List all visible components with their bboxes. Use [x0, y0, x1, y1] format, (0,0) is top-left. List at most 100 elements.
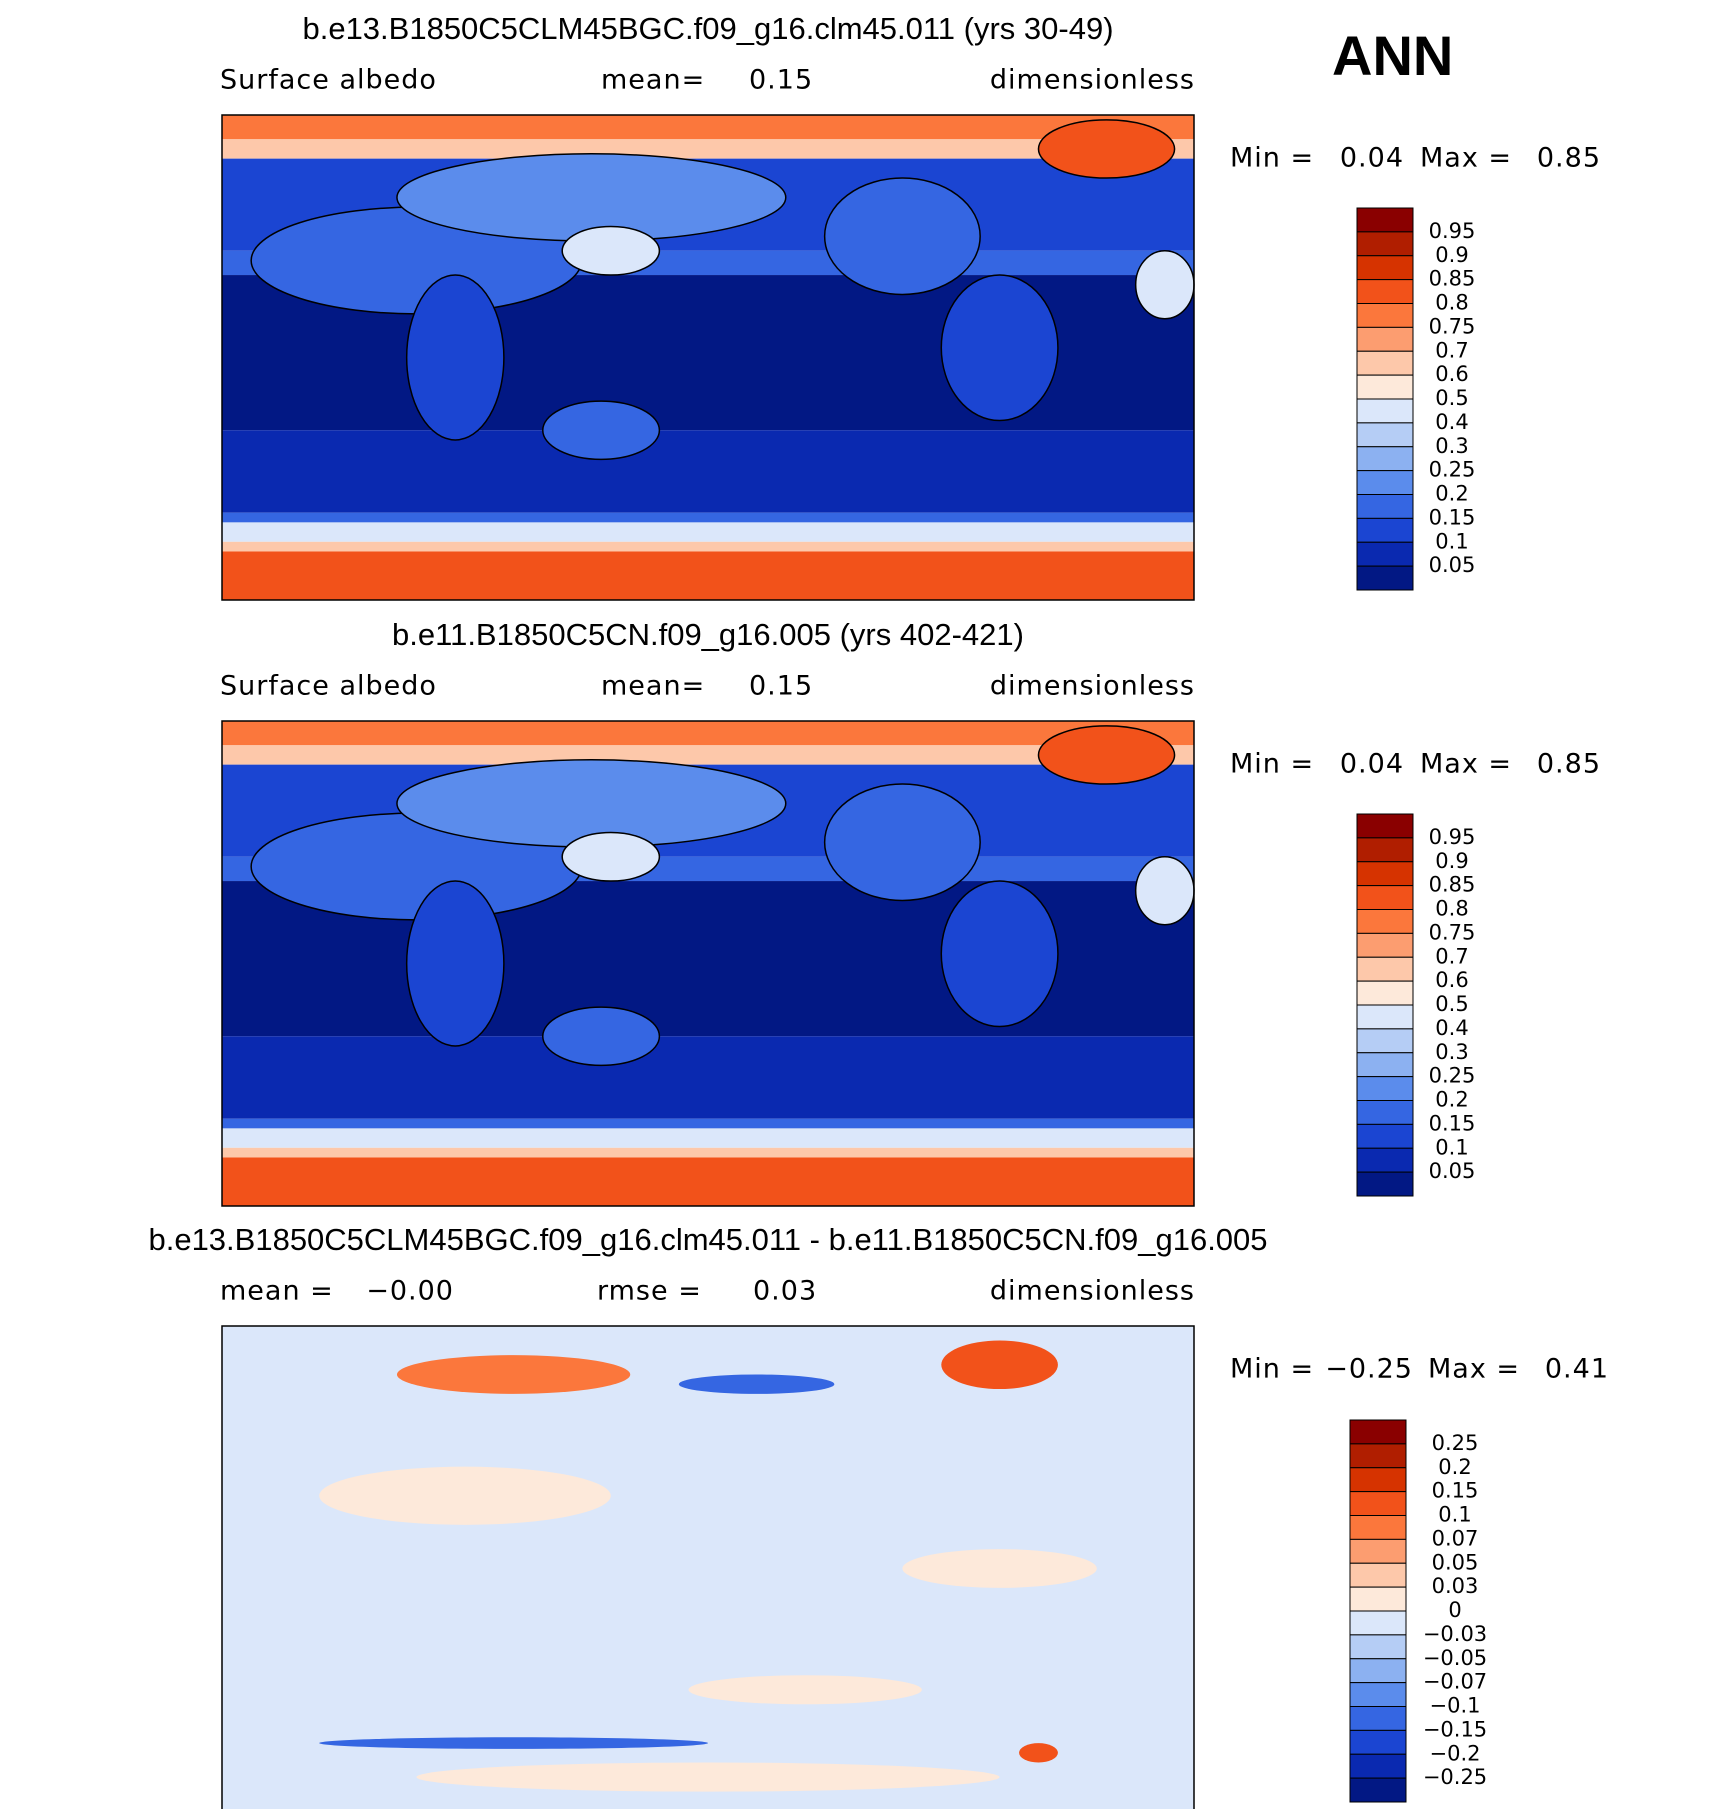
- map-band: [222, 551, 1194, 600]
- land: [405, 880, 505, 1047]
- colorbar-box: [1349, 1562, 1407, 1588]
- colorbar-label: −0.05: [1423, 1646, 1487, 1670]
- colorbar-box: [1349, 1658, 1407, 1684]
- colorbar-label: 0.1: [1435, 1135, 1468, 1159]
- map-frame: [221, 114, 1195, 601]
- colorbar-box: [1356, 398, 1414, 424]
- colorbar-box: [1356, 885, 1414, 910]
- land: [542, 400, 661, 461]
- colorbar-box: [1349, 1491, 1407, 1516]
- colorbar-label: −0.1: [1430, 1694, 1481, 1718]
- max-label: Max =: [1428, 1354, 1520, 1385]
- colorbar-box: [1356, 517, 1414, 543]
- colorbar-box: [1356, 1004, 1414, 1030]
- panel-subtitle: mean =: [220, 1276, 334, 1307]
- colorbar-label: 0.3: [1435, 1040, 1468, 1064]
- colorbar-label: 0.2: [1435, 482, 1468, 506]
- max-label: Max =: [1420, 749, 1512, 780]
- colorbar-label: 0.8: [1435, 291, 1468, 315]
- panel-subtitle: dimensionless: [990, 671, 1195, 702]
- colorbar-box: [1356, 279, 1414, 304]
- map-anomaly: [941, 1340, 1058, 1390]
- land: [823, 177, 981, 296]
- max-value: 0.41: [1545, 1354, 1609, 1385]
- land: [1134, 250, 1195, 320]
- panel-subtitle: dimensionless: [990, 1276, 1195, 1307]
- colorbar-box: [1356, 1171, 1414, 1197]
- map: [221, 114, 1195, 601]
- colorbar-box: [1349, 1515, 1407, 1540]
- panel-title: b.e11.B1850C5CN.f09_g16.005 (yrs 402-421…: [392, 617, 1024, 652]
- land: [405, 274, 505, 441]
- colorbar-label: 0.2: [1435, 1088, 1468, 1112]
- colorbar-box: [1356, 1052, 1414, 1078]
- colorbar-label: 0.2: [1438, 1455, 1471, 1479]
- colorbar-box: [1356, 470, 1414, 495]
- colorbar-label: 0.05: [1429, 1159, 1476, 1183]
- colorbar-label: 0.25: [1429, 1064, 1476, 1088]
- colorbar-box: [1356, 980, 1414, 1006]
- colorbar-label: 0.3: [1435, 434, 1468, 458]
- colorbar-label: −0.15: [1423, 1717, 1487, 1741]
- colorbar-label: 0.1: [1435, 529, 1468, 553]
- map: [221, 1325, 1195, 1812]
- panel-subtitle: 0.03: [753, 1276, 817, 1307]
- colorbar-box: [1349, 1586, 1407, 1612]
- colorbar-label: 0.25: [1432, 1431, 1479, 1455]
- map-anomaly: [678, 1374, 835, 1394]
- map-band: [222, 1157, 1194, 1206]
- colorbar-box: [1356, 255, 1414, 281]
- map-anomaly: [416, 1762, 1000, 1792]
- colorbar-box: [1356, 813, 1414, 839]
- land: [940, 274, 1059, 422]
- colorbar-label: −0.2: [1430, 1741, 1481, 1765]
- colorbar-label: 0.15: [1429, 505, 1476, 529]
- map-band: [222, 1036, 1194, 1119]
- colorbar-label: 0.9: [1435, 849, 1468, 873]
- land: [542, 1006, 661, 1067]
- map-band: [222, 1118, 1194, 1129]
- max-value: 0.85: [1537, 143, 1601, 174]
- colorbar-label: 0.7: [1435, 944, 1468, 968]
- colorbar-box: [1349, 1538, 1407, 1564]
- colorbar-box: [1349, 1610, 1407, 1636]
- colorbar-box: [1349, 1634, 1407, 1660]
- map-band: [222, 1147, 1194, 1158]
- colorbar-box: [1356, 374, 1414, 400]
- panel-subtitle: 0.15: [749, 671, 813, 702]
- colorbar-box: [1349, 1706, 1407, 1731]
- map-band: [222, 115, 1194, 140]
- panel-subtitle: Surface albedo: [220, 671, 437, 702]
- colorbar-box: [1356, 422, 1414, 448]
- panel-subtitle: −0.00: [366, 1276, 454, 1307]
- colorbar-label: −0.07: [1423, 1670, 1487, 1694]
- panel-title: b.e13.B1850C5CLM45BGC.f09_g16.clm45.011 …: [148, 1222, 1267, 1257]
- colorbar-box: [1356, 207, 1414, 233]
- min-label: Min =: [1230, 143, 1314, 174]
- land: [1037, 119, 1176, 179]
- colorbar-label: 0.6: [1435, 362, 1468, 386]
- colorbar-label: −0.03: [1423, 1622, 1487, 1646]
- colorbar-box: [1356, 1147, 1414, 1173]
- map-frame: [221, 720, 1195, 1207]
- panel-subtitle: dimensionless: [990, 65, 1195, 96]
- map-band: [222, 512, 1194, 523]
- map-band: [222, 721, 1194, 746]
- colorbar-box: [1349, 1419, 1407, 1445]
- colorbar-box: [1356, 494, 1414, 519]
- land: [561, 831, 661, 882]
- max-label: Max =: [1420, 143, 1512, 174]
- colorbar-label: 0.03: [1432, 1574, 1479, 1598]
- map-anomaly: [902, 1549, 1097, 1588]
- colorbar-label: 0.9: [1435, 243, 1468, 267]
- colorbar-label: 0.05: [1429, 553, 1476, 577]
- colorbar-box: [1356, 565, 1414, 591]
- land: [561, 225, 661, 276]
- colorbar-box: [1349, 1467, 1407, 1493]
- min-value: 0.04: [1340, 749, 1404, 780]
- colorbar-label: 0.05: [1432, 1550, 1479, 1574]
- map-band: [222, 745, 1194, 765]
- colorbar-label: 0.4: [1435, 1016, 1468, 1040]
- colorbar-box: [1356, 1100, 1414, 1125]
- colorbar-label: 0.4: [1435, 410, 1468, 434]
